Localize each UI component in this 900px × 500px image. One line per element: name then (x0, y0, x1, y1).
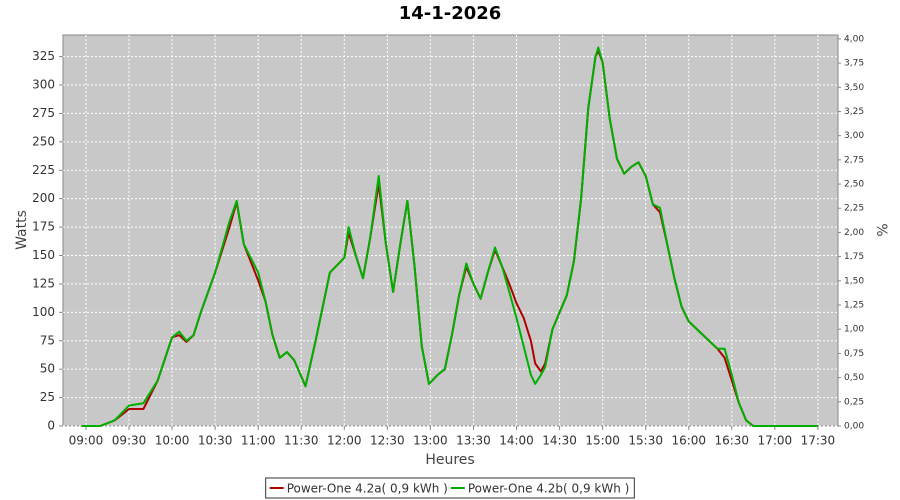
x-tick-label: 13:30 (456, 434, 491, 448)
x-tick-label: 13:00 (413, 434, 448, 448)
y-tick-label: 300 (32, 78, 55, 92)
series-line (81, 46, 818, 427)
y-tick-label: 50 (40, 362, 55, 376)
x-tick-label: 14:00 (499, 434, 534, 448)
y-tick-label: 200 (32, 191, 55, 205)
y-tick-label: 75 (40, 333, 55, 347)
y2-tick-label: 3,00 (844, 131, 864, 141)
y-tick-label: 100 (32, 305, 55, 319)
y-tick-label: 325 (32, 49, 55, 63)
y2-tick-label: 3,75 (844, 59, 864, 69)
x-tick-label: 16:00 (671, 434, 706, 448)
y-tick-label: 0 (47, 419, 55, 433)
legend-label: Power-One 4.2b( 0,9 kWh ) (468, 482, 629, 496)
y2-tick-label: 2,25 (844, 204, 864, 214)
y2-tick-label: 1,00 (844, 325, 864, 335)
legend-label: Power-One 4.2a( 0,9 kWh ) (287, 482, 448, 496)
x-tick-label: 17:00 (758, 434, 793, 448)
x-axis-title: Heures (425, 452, 474, 468)
y-tick-label: 225 (32, 163, 55, 177)
y2-tick-label: 1,75 (844, 252, 864, 262)
x-tick-label: 09:00 (69, 434, 104, 448)
y2-tick-label: 3,50 (844, 83, 864, 93)
y2-tick-label: 0,75 (844, 349, 864, 359)
x-tick-label: 16:30 (714, 434, 749, 448)
chart-title: 14-1-2026 (399, 3, 502, 24)
x-tick-label: 10:30 (198, 434, 233, 448)
y-tick-label: 25 (40, 390, 55, 404)
y-axis-title: Watts (14, 210, 30, 250)
y-tick-label: 125 (32, 276, 55, 290)
x-tick-label: 10:00 (155, 434, 190, 448)
x-tick-label: 11:30 (284, 434, 319, 448)
legend: Power-One 4.2a( 0,9 kWh ) Power-One 4.2b(… (265, 477, 635, 499)
y2-tick-label: 3,25 (844, 107, 864, 117)
y-tick-label: 275 (32, 106, 55, 120)
y2-tick-label: 4,00 (844, 34, 864, 44)
x-tick-label: 12:00 (327, 434, 362, 448)
y2-tick-label: 1,25 (844, 301, 864, 311)
y-tick-label: 250 (32, 134, 55, 148)
x-tick-label: 09:30 (112, 434, 147, 448)
x-tick-label: 12:30 (370, 434, 405, 448)
y-tick-label: 150 (32, 248, 55, 262)
x-tick-label: 14:30 (542, 434, 577, 448)
x-tick-label: 17:30 (801, 434, 836, 448)
y2-tick-label: 1,50 (844, 276, 864, 286)
y2-tick-label: 2,75 (844, 155, 864, 165)
legend-box (265, 477, 635, 499)
y2-tick-label: 2,50 (844, 180, 864, 190)
y2-tick-label: 0,25 (844, 397, 864, 407)
y2-axis-title: % (873, 223, 889, 236)
y2-tick-label: 0,00 (844, 422, 864, 432)
y2-tick-label: 0,50 (844, 373, 864, 383)
y-tick-label: 175 (32, 220, 55, 234)
y2-tick-label: 2,00 (844, 228, 864, 238)
plot-area (62, 34, 839, 427)
x-tick-label: 15:30 (628, 434, 663, 448)
x-tick-label: 15:00 (585, 434, 620, 448)
x-tick-label: 11:00 (241, 434, 276, 448)
